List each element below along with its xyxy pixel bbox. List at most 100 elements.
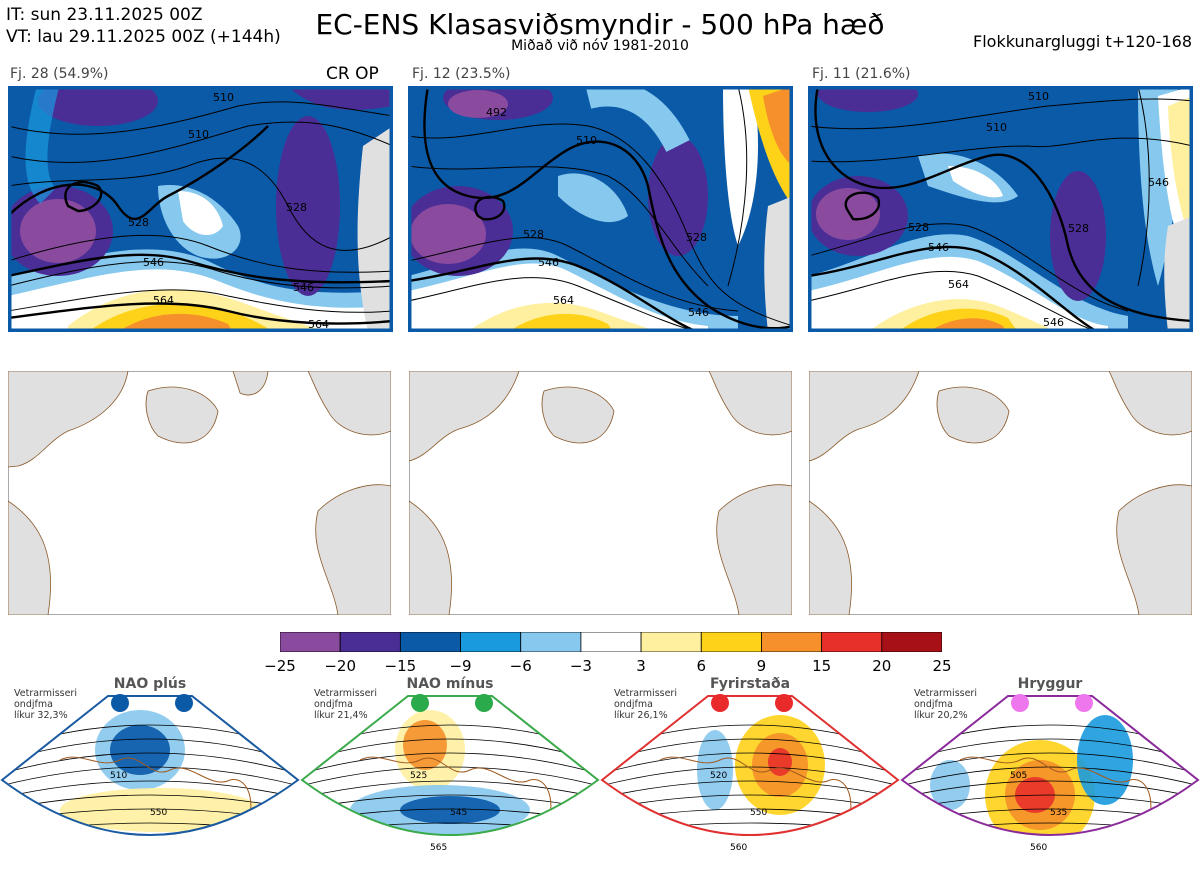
cluster-3-label: Fj. 11 (21.6%)	[812, 66, 911, 82]
colorbar-tick-label: 25	[932, 657, 952, 675]
colorbar-swatch	[339, 631, 401, 653]
colorbar-tick-label: −9	[449, 657, 472, 675]
anomaly-blob	[697, 730, 733, 810]
colorbar	[279, 631, 943, 653]
contour-label: 510	[188, 128, 209, 141]
regime-note-line: ondjfma	[314, 699, 353, 710]
colorbar-tick-label: 3	[636, 657, 646, 675]
regime-border	[0, 695, 300, 836]
height-contour	[0, 837, 300, 846]
regime-contour-label: 525	[410, 771, 427, 781]
anomaly-blob	[60, 788, 260, 832]
contour-label: 510	[576, 134, 597, 147]
regime-note: Vetrarmisseri ondjfma líkur 26,1%	[614, 688, 677, 721]
empty-map-1	[8, 371, 391, 615]
cluster-1-label: Fj. 28 (54.9%)	[10, 66, 109, 82]
regime-note-line: Vetrarmisseri	[314, 688, 377, 699]
anomaly-blob	[930, 760, 970, 810]
coastline	[659, 756, 852, 835]
contour-label: 546	[928, 241, 949, 254]
colorbar-tick-label: −20	[324, 657, 356, 675]
contour-label: 546	[293, 281, 314, 294]
regime-note-line: líkur 21,4%	[314, 710, 368, 721]
colorbar-tick-label: 20	[872, 657, 892, 675]
regime-note: Vetrarmisseri ondjfma líkur 21,4%	[314, 688, 377, 721]
regime-contour-label: 520	[710, 771, 727, 781]
colorbar-tick-label: −15	[384, 657, 417, 675]
classification-window: Flokkunargluggi t+120-168	[973, 32, 1192, 51]
contour-label: 546	[1043, 316, 1064, 329]
colorbar-swatch	[279, 631, 341, 653]
cluster-2-label: Fj. 12 (23.5%)	[412, 66, 511, 82]
regime-contour-label: 550	[750, 808, 767, 818]
it-line: IT: sun 23.11.2025 00Z	[6, 5, 203, 25]
colorbar-swatch	[640, 631, 702, 653]
regime-note-line: Vetrarmisseri	[14, 688, 77, 699]
anomaly-blob	[400, 796, 500, 824]
regime-map: 525 545 565	[300, 690, 600, 871]
contour-label: 546	[688, 306, 709, 319]
coastline	[359, 756, 552, 835]
colorbar-tick-label: 6	[696, 657, 707, 675]
regime-contour-label: 545	[450, 808, 467, 818]
regime-title: Hryggur	[1017, 676, 1083, 692]
colorbar-tick-label: −6	[509, 657, 532, 675]
contour-label: 564	[948, 278, 969, 291]
anomaly-blob	[110, 725, 170, 775]
contour-label: 528	[1068, 222, 1089, 235]
empty-map-2	[409, 371, 792, 615]
empty-map-3	[809, 371, 1192, 615]
anomaly-blob	[403, 720, 447, 770]
regime-contour-label: 510	[110, 771, 127, 781]
regime-contour-label: 560	[1030, 843, 1047, 853]
coastline	[59, 756, 252, 835]
height-contour	[900, 837, 1200, 846]
colorbar-tick-label: 15	[812, 657, 832, 675]
height-contour	[302, 780, 598, 799]
regime-contour-label: 535	[1050, 808, 1067, 818]
regime-contour-label: 550	[150, 808, 167, 818]
regime-note-line: líkur 32,3%	[14, 710, 68, 721]
height-contour	[600, 837, 900, 846]
regime-note-line: ondjfma	[614, 699, 653, 710]
colorbar-swatch	[700, 631, 762, 653]
regime-title: NAO plús	[113, 676, 187, 692]
contour-label: 528	[686, 231, 707, 244]
page-title: EC-ENS Klasasviðsmyndir - 500 hPa hæð	[315, 8, 885, 41]
regime-contour-label: 505	[1010, 771, 1027, 781]
contour-label: 564	[553, 294, 574, 307]
cluster-1-map: 510 510 528 546 564 546 564 528	[8, 86, 393, 332]
regime-note-line: Vetrarmisseri	[914, 688, 977, 699]
regime-dot	[1075, 694, 1093, 712]
contour-label: 528	[286, 201, 307, 214]
regime-dot	[411, 694, 429, 712]
regime-title: Fyrirstaða	[709, 676, 791, 692]
contour-label: 564	[153, 294, 174, 307]
height-contour	[902, 780, 1198, 799]
regime-border	[300, 695, 600, 836]
colorbar-swatch	[520, 631, 582, 653]
colorbar-tick-label: −3	[569, 657, 592, 675]
coastline	[959, 756, 1152, 835]
regime-dot	[775, 694, 793, 712]
regime-note-line: Vetrarmisseri	[614, 688, 677, 699]
height-contour	[302, 752, 598, 775]
height-contour	[902, 752, 1198, 775]
contour-label: 546	[143, 256, 164, 269]
regime-dot	[111, 694, 129, 712]
contour-label: 528	[908, 221, 929, 234]
regime-dot	[175, 694, 193, 712]
colorbar-tick-label: 9	[756, 657, 767, 675]
contour-label: 492	[486, 106, 507, 119]
contour-label: 546	[538, 256, 559, 269]
colorbar-tick-label: −25	[264, 657, 296, 675]
header-times: IT: sun 23.11.2025 00Z VT: lau 29.11.202…	[6, 4, 281, 48]
vt-line: VT: lau 29.11.2025 00Z (+144h)	[6, 27, 281, 47]
colorbar-swatch	[761, 631, 823, 653]
regime-note-line: líkur 20,2%	[914, 710, 968, 721]
contour-label: 528	[128, 216, 149, 229]
regime-map: 505 535 560	[900, 690, 1200, 871]
height-contour	[2, 752, 298, 775]
height-contour	[300, 837, 600, 846]
cluster-1-tag: CR OP	[326, 64, 379, 84]
